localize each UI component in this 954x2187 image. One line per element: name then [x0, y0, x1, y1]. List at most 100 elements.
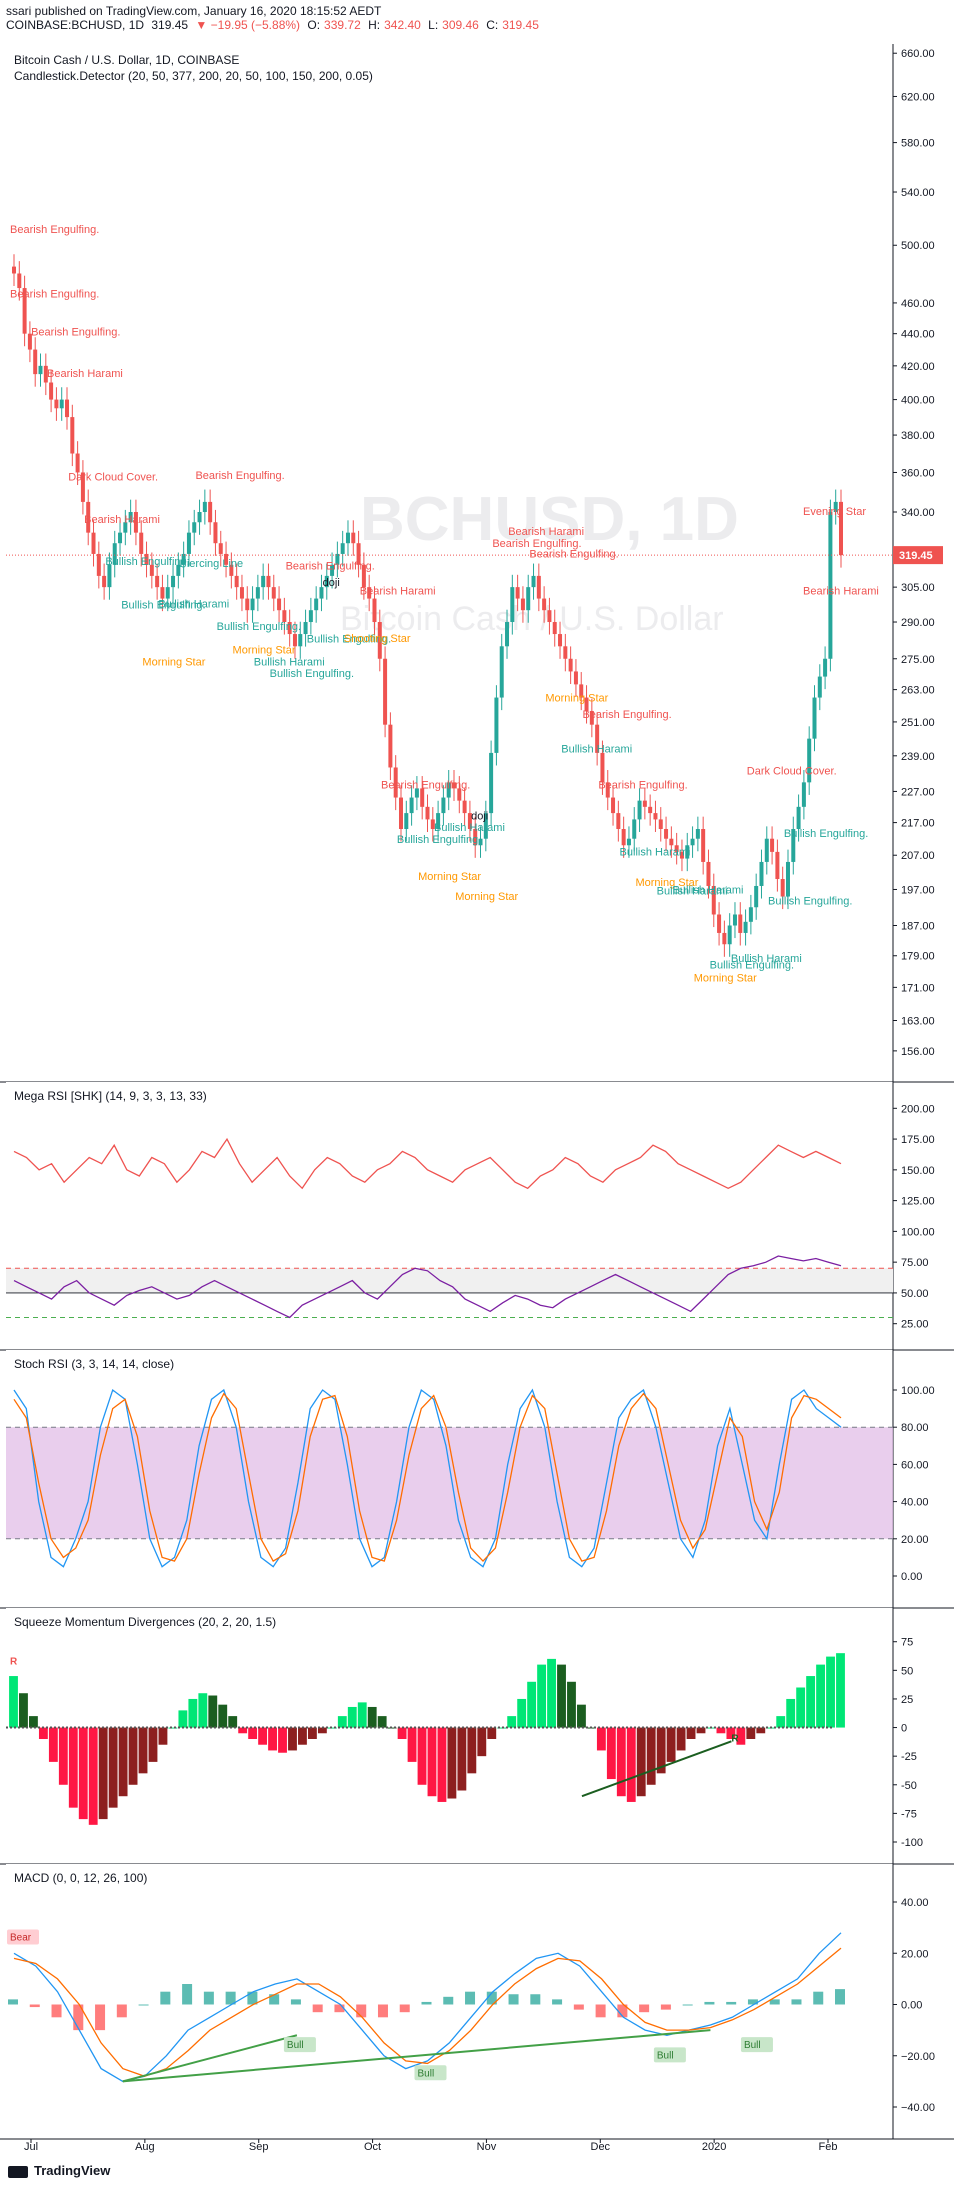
- stoch-k-line: [13, 1388, 842, 1568]
- x-tick-label: Jul: [24, 2141, 38, 2153]
- pattern-annotation: Bearish Engulfing.: [31, 326, 120, 338]
- bull-candle: [685, 845, 690, 859]
- macd-histogram-bar: [203, 1991, 214, 2005]
- y-tick-label: 263.00: [901, 685, 935, 697]
- pattern-annotation: Morning Star: [545, 693, 608, 705]
- bear-candle: [17, 273, 22, 289]
- bull-candle: [324, 575, 329, 588]
- bear-candle: [611, 797, 616, 814]
- pattern-annotation: Bullish Harami: [620, 846, 691, 858]
- y-tick-label: 163.00: [901, 1016, 935, 1028]
- symbol-name: COINBASE:BCHUSD, 1D: [6, 18, 145, 32]
- bear-candle: [452, 782, 457, 789]
- bull-candle: [202, 501, 207, 513]
- macd-divergence-line: [122, 2034, 298, 2083]
- squeeze-bar: [776, 1716, 786, 1728]
- squeeze-divergence-line: [581, 1740, 732, 1798]
- bear-candle: [616, 813, 621, 829]
- squeeze-bar: [616, 1727, 626, 1797]
- macd-histogram-bar: [95, 2004, 106, 2031]
- bear-candle: [425, 806, 430, 820]
- macd-signal-tag: [740, 2037, 773, 2053]
- macd-histogram-bar: [334, 2004, 345, 2013]
- squeeze-bar: [168, 1727, 178, 1729]
- squeeze-bar: [806, 1676, 816, 1728]
- bear-candle: [224, 553, 229, 565]
- bear-candle: [208, 501, 213, 523]
- stoch-d-line: [13, 1392, 842, 1563]
- squeeze-title: Squeeze Momentum Divergences (20, 2, 20,…: [14, 1615, 276, 1629]
- bull-candle: [483, 813, 488, 839]
- squeeze-bar: [128, 1727, 138, 1785]
- bull-candle: [759, 861, 764, 886]
- bull-candle: [340, 543, 345, 554]
- squeeze-bar: [447, 1727, 457, 1799]
- squeeze-bar: [58, 1727, 68, 1785]
- tradingview-logo[interactable]: TradingView: [8, 2163, 110, 2178]
- bull-candle: [743, 921, 748, 933]
- macd-histogram-bar: [639, 2004, 650, 2013]
- bull-candle: [505, 622, 510, 647]
- bear-candle: [589, 710, 594, 725]
- y-tick-label: 156.00: [901, 1046, 935, 1058]
- bull-candle: [303, 622, 308, 635]
- y-tick-label: 500.00: [901, 240, 935, 252]
- y-tick-label: 75.00: [901, 1257, 929, 1269]
- bull-candle: [807, 738, 812, 783]
- bull-candle: [118, 532, 123, 544]
- bear-candle: [229, 564, 234, 576]
- bear-candle: [430, 819, 435, 829]
- bear-candle: [367, 587, 372, 599]
- bear-candle: [579, 684, 584, 698]
- macd-signal-label: Bear: [10, 1932, 32, 1943]
- bear-candle: [547, 610, 552, 623]
- bull-candle: [823, 658, 828, 677]
- pattern-annotation: Bullish Harami: [254, 656, 325, 668]
- bear-candle: [595, 724, 600, 753]
- bear-candle: [49, 382, 54, 400]
- bear-candle: [542, 598, 547, 611]
- bull-candle: [165, 587, 170, 599]
- pattern-annotation: Bullish Harami: [158, 599, 229, 611]
- y-tick-label: 0.00: [901, 1571, 922, 1583]
- bear-candle: [515, 587, 520, 599]
- squeeze-bar: [347, 1706, 357, 1728]
- squeeze-bar: [268, 1727, 277, 1751]
- y-tick-label: -50: [901, 1780, 917, 1792]
- pattern-annotation: Bearish Engulfing.: [598, 780, 687, 792]
- macd-title: MACD (0, 0, 12, 26, 100): [14, 1871, 147, 1885]
- macd-signal-label: Bull: [657, 2050, 674, 2061]
- y-tick-label: 580.00: [901, 138, 935, 150]
- mega-rsi-pane-bg: [6, 1082, 893, 1350]
- squeeze-bar: [756, 1727, 766, 1734]
- bear-candle: [722, 932, 727, 945]
- bull-candle: [817, 676, 822, 698]
- bear-candle: [536, 575, 541, 599]
- macd-line: [13, 1932, 842, 2083]
- x-tick-label: 2020: [702, 2141, 726, 2153]
- bear-candle: [65, 399, 70, 418]
- bull-candle: [833, 501, 838, 513]
- squeeze-bar: [497, 1727, 507, 1729]
- squeeze-bar: [397, 1727, 407, 1739]
- macd-histogram-bar: [530, 1994, 541, 2005]
- y-tick-label: 100.00: [901, 1385, 935, 1397]
- pattern-annotation: Bullish Engulfing.: [784, 828, 868, 840]
- bear-candle: [361, 564, 366, 588]
- bear-candle: [139, 532, 144, 554]
- squeeze-bar: [567, 1681, 576, 1728]
- y-tick-label: 380.00: [901, 430, 935, 442]
- x-tick-label: Dec: [591, 2141, 611, 2153]
- y-tick-label: 227.00: [901, 786, 935, 798]
- bull-candle: [632, 819, 637, 839]
- bull-candle: [38, 365, 43, 375]
- bear-candle: [388, 724, 393, 768]
- bear-candle: [621, 828, 626, 846]
- y-tick-label: 207.00: [901, 850, 935, 862]
- squeeze-bar: [367, 1706, 377, 1728]
- bear-candle: [679, 851, 684, 859]
- y-tick-label: 20.00: [901, 1534, 929, 1546]
- squeeze-marker: R: [10, 1656, 18, 1667]
- y-tick-label: 100.00: [901, 1226, 935, 1238]
